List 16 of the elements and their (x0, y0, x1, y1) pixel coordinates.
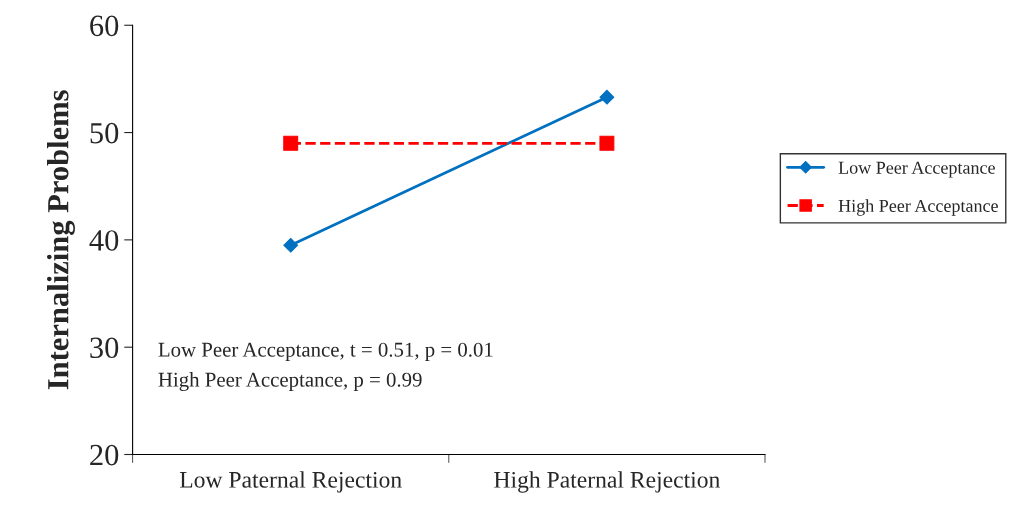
legend-label: High Peer Acceptance (838, 199, 998, 216)
point (283, 135, 299, 151)
y-tick-label: 50 (90, 122, 119, 144)
y-tick-label: 20 (90, 444, 119, 466)
y-axis-title: Internalizing Problems (47, 90, 75, 390)
annotation: High Peer Acceptance, p = 0.99 (158, 372, 422, 391)
annotation: Low Peer Acceptance, t = 0.51, p = 0.01 (158, 342, 493, 361)
x-tick-label: Low Paternal Rejection (179, 471, 402, 493)
x-tick-label: High Paternal Rejection (494, 471, 720, 493)
point (283, 237, 299, 253)
y-tick-label: 30 (90, 337, 119, 359)
y-tick-label: 60 (90, 15, 119, 37)
legend-label: Low Peer Acceptance (838, 161, 995, 178)
y-tick-label: 40 (89, 230, 119, 251)
point (599, 89, 615, 105)
point (599, 135, 615, 151)
